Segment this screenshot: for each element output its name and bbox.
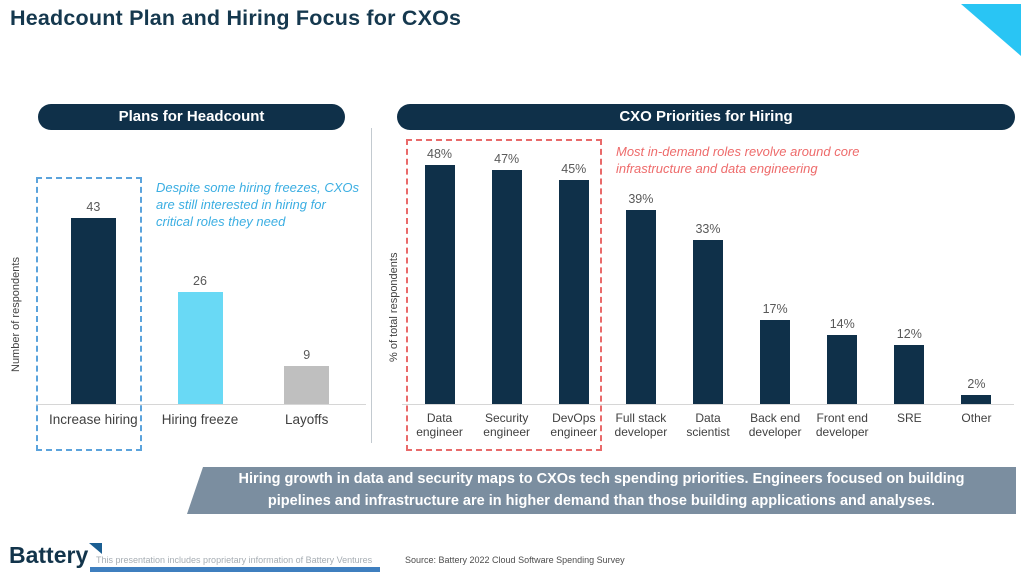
bar-column: 9 xyxy=(253,348,360,405)
bottom-accent-bar xyxy=(90,567,380,572)
category-label: Layoffs xyxy=(285,412,329,427)
bar-data-engineer xyxy=(424,165,455,405)
bar-value-label: 17% xyxy=(762,302,788,316)
bar-value-label: 26 xyxy=(193,274,207,288)
left-bar-chart: 43 26 9 xyxy=(40,190,360,405)
left-chart-annotation: Despite some hiring freezes, CXOs are st… xyxy=(156,180,360,230)
category-label: Hiring freeze xyxy=(161,412,239,427)
bar-column: 47% xyxy=(473,152,540,405)
right-chart-header: CXO Priorities for Hiring xyxy=(397,104,1015,130)
bar-column: 45% xyxy=(540,162,607,405)
right-bar-chart: 48% 47% 45% 39% 33% 17% 14% 12% 2% xyxy=(406,140,1010,405)
bar-increase-hiring xyxy=(70,218,116,405)
bar-hiring-freeze xyxy=(177,292,223,405)
right-chart-annotation: Most in-demand roles revolve around core… xyxy=(616,144,860,177)
bar-value-label: 45% xyxy=(561,162,587,176)
bar-value-label: 14% xyxy=(829,317,855,331)
right-chart-category-labels: Data engineer Security engineer DevOps eng… xyxy=(406,411,1010,440)
bar-value-label: 2% xyxy=(967,377,986,391)
bar-column: 17% xyxy=(742,302,809,405)
bar-back-end-developer xyxy=(760,320,791,405)
footer-source: Source: Battery 2022 Cloud Software Spen… xyxy=(405,555,625,565)
left-chart-header: Plans for Headcount xyxy=(38,104,345,130)
takeaway-banner-text: Hiring growth in data and security maps … xyxy=(238,471,965,509)
category-label: DevOps engineer xyxy=(550,411,598,440)
category-label: Security engineer xyxy=(483,411,531,440)
bar-value-label: 47% xyxy=(494,152,520,166)
category-label: Back end developer xyxy=(748,411,802,440)
bar-column: 12% xyxy=(876,327,943,405)
bar-front-end-developer xyxy=(827,335,858,405)
category-label: SRE xyxy=(896,411,922,425)
category-label: Front end developer xyxy=(815,411,869,440)
bar-value-label: 43 xyxy=(86,200,101,214)
corner-triangle-icon xyxy=(961,4,1021,56)
category-label: Other xyxy=(961,411,992,425)
bar-other xyxy=(961,395,992,405)
bar-value-label: 9 xyxy=(303,348,311,362)
bar-value-label: 48% xyxy=(427,147,453,161)
in-demand-roles-highlight-box xyxy=(406,139,602,451)
right-chart-y-axis-label: % of total respondents xyxy=(388,252,400,362)
bar-column: 2% xyxy=(943,377,1010,405)
bar-data-scientist xyxy=(692,240,723,405)
increase-hiring-highlight-box xyxy=(36,177,142,451)
battery-logo: Battery xyxy=(9,542,103,569)
category-label: Increase hiring xyxy=(49,412,138,427)
battery-logo-text: Battery xyxy=(9,542,89,568)
bar-devops-engineer xyxy=(558,180,589,405)
bar-column: 14% xyxy=(809,317,876,405)
panel-divider xyxy=(371,128,372,443)
category-label: Full stack developer xyxy=(614,411,668,440)
bar-sre xyxy=(894,345,925,405)
bar-column: 39% xyxy=(607,192,674,405)
bar-layoffs xyxy=(284,366,330,405)
bar-security-engineer xyxy=(491,170,522,405)
bar-column: 26 xyxy=(147,274,254,405)
battery-logo-triangle-icon xyxy=(89,543,103,554)
left-chart-y-axis-label: Number of respondents xyxy=(10,257,22,372)
category-label: Data engineer xyxy=(416,411,463,440)
takeaway-banner: Hiring growth in data and security maps … xyxy=(187,467,1016,514)
bar-value-label: 39% xyxy=(628,192,654,206)
bar-value-label: 12% xyxy=(896,327,922,341)
bar-full-stack-developer xyxy=(625,210,656,405)
bar-column: 48% xyxy=(406,147,473,405)
page-title: Headcount Plan and Hiring Focus for CXOs xyxy=(10,6,462,30)
bar-column: 43 xyxy=(40,200,147,405)
left-chart-category-labels: Increase hiring Hiring freeze Layoffs xyxy=(40,412,360,427)
left-chart-x-axis xyxy=(36,404,366,405)
category-label: Data scientist xyxy=(686,411,730,440)
bar-column: 33% xyxy=(674,222,741,405)
footer-disclaimer: This presentation includes proprietary i… xyxy=(96,555,373,565)
right-chart-x-axis xyxy=(402,404,1014,405)
bar-value-label: 33% xyxy=(695,222,721,236)
